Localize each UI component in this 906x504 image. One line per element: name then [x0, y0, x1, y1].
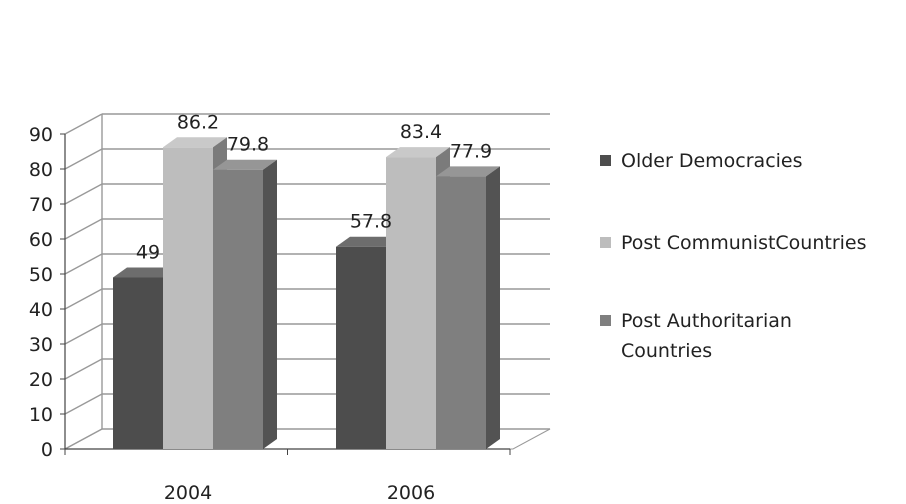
x-tick-label: 2006	[387, 482, 435, 504]
data-label: 79.8	[227, 134, 269, 156]
bars	[113, 137, 500, 450]
gridline-diagonal	[64, 253, 103, 275]
bar-front	[163, 147, 213, 450]
legend-swatch	[600, 237, 611, 248]
bar-front	[436, 176, 486, 449]
data-label: 86.2	[177, 111, 219, 133]
bar-top	[163, 137, 227, 148]
y-tick-label: 20	[29, 369, 53, 391]
legend-label: Older Democracies	[621, 150, 803, 172]
y-tick-label: 10	[29, 404, 53, 426]
legend-label: Post CommunistCountries	[621, 232, 867, 254]
data-label: 57.8	[350, 211, 392, 233]
bar-side	[263, 159, 277, 449]
bar-front	[386, 157, 436, 449]
x-tick-label: 2004	[164, 482, 212, 504]
legend-item-post-communist: Post CommunistCountries	[600, 228, 867, 258]
bar-top	[113, 267, 177, 278]
bar-front	[336, 246, 386, 449]
bar	[436, 166, 500, 449]
bar-top	[336, 236, 400, 247]
gridline-diagonal	[64, 218, 103, 240]
gridline-diagonal	[64, 183, 103, 205]
legend-swatch	[600, 315, 611, 326]
y-tick-label: 70	[29, 194, 53, 216]
y-tick-label: 90	[29, 124, 53, 146]
y-axis-tick-labels: 0 10 20 30 40 50 60 70 80 90	[29, 124, 53, 461]
bar	[213, 159, 277, 449]
bar-top	[436, 166, 500, 177]
bar-side	[486, 166, 500, 449]
gridline-diagonal	[64, 428, 103, 450]
legend-item-older-democracies: Older Democracies	[600, 146, 803, 176]
gridline-diagonal	[64, 148, 103, 170]
bar-top	[386, 147, 450, 158]
gridline-diagonal	[64, 113, 103, 135]
bar-top	[213, 159, 277, 170]
y-tick-label: 80	[29, 159, 53, 181]
legend-item-post-authoritarian: Post Authoritarian Countries	[600, 306, 792, 366]
y-tick-label: 30	[29, 334, 53, 356]
data-label: 83.4	[400, 121, 442, 143]
gridline-diagonal	[64, 358, 103, 380]
bar-front	[213, 169, 263, 449]
data-label: 77.9	[450, 140, 492, 162]
y-tick-label: 0	[41, 439, 53, 461]
y-tick-label: 50	[29, 264, 53, 286]
gridline-diagonal	[64, 393, 103, 415]
legend-swatch	[600, 155, 611, 166]
gridline-diagonal	[64, 288, 103, 310]
y-tick-label: 60	[29, 229, 53, 251]
data-label: 49	[136, 242, 160, 264]
bar-front	[113, 277, 163, 449]
data-labels: 49 86.2 79.8 57.8 83.4 77.9	[136, 111, 492, 263]
gridline-diagonal	[64, 323, 103, 345]
legend-label: Post Authoritarian Countries	[621, 310, 792, 362]
y-tick-label: 40	[29, 299, 53, 321]
x-axis-tick-labels: 2004 2006	[164, 482, 435, 504]
